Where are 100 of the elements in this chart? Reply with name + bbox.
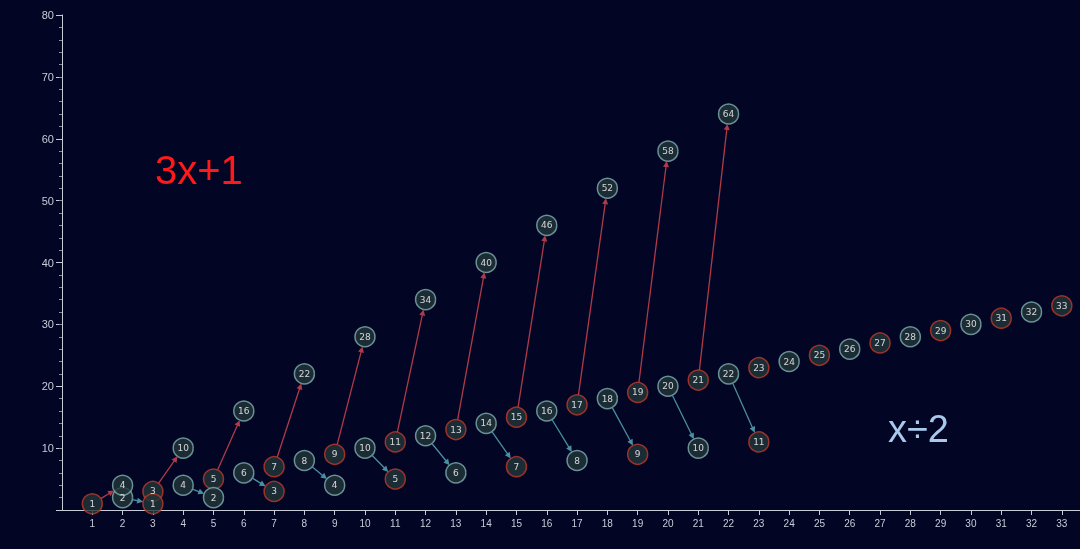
data-label: 6 <box>240 467 247 478</box>
data-label: 22 <box>298 368 311 379</box>
data-label: 13 <box>450 424 462 435</box>
annotation: x÷2 <box>888 408 949 450</box>
x-tick-label: 9 <box>331 517 338 529</box>
point <box>172 474 194 496</box>
data-label: 17 <box>571 399 583 410</box>
data-label: 4 <box>331 480 338 491</box>
data-label: 15 <box>510 412 523 423</box>
y-tick-label: 50 <box>41 194 54 207</box>
data-label: 24 <box>783 356 796 367</box>
point <box>263 480 285 503</box>
data-label: 8 <box>574 455 581 466</box>
data-label: 64 <box>722 109 735 119</box>
x-tick-label: 13 <box>450 517 462 529</box>
point <box>384 468 407 490</box>
point <box>263 455 285 478</box>
point <box>233 462 255 484</box>
data-label: 8 <box>301 455 308 466</box>
data-label: 20 <box>662 381 674 392</box>
y-tick-label: 30 <box>41 318 54 331</box>
data-label: 10 <box>177 443 190 454</box>
point <box>626 443 649 466</box>
x-tick-label: 17 <box>571 517 584 529</box>
x-tick-label: 2 <box>119 517 126 529</box>
data-label: 21 <box>692 375 704 386</box>
point <box>142 493 164 515</box>
x-tick-label: 5 <box>210 517 217 529</box>
data-label: 3 <box>150 486 156 497</box>
x-tick-label: 16 <box>541 517 553 529</box>
x-tick-label: 8 <box>301 517 308 529</box>
data-label: 1 <box>89 498 96 509</box>
y-tick-label: 20 <box>41 380 54 393</box>
x-tick-label: 15 <box>510 517 523 529</box>
x-tick-label: 29 <box>935 517 947 529</box>
point <box>566 449 588 472</box>
data-label: 12 <box>419 430 432 441</box>
data-label: 3 <box>271 486 277 497</box>
y-tick-label: 10 <box>41 442 54 455</box>
data-label: 4 <box>119 480 126 491</box>
data-label: 11 <box>753 436 765 447</box>
data-label: 25 <box>813 350 826 361</box>
data-label: 40 <box>480 257 493 268</box>
data-label: 7 <box>513 461 520 472</box>
x-tick-label: 24 <box>783 517 796 529</box>
data-label: 31 <box>995 313 1007 324</box>
data-label: 19 <box>631 387 644 398</box>
x-tick-label: 32 <box>1025 517 1038 529</box>
x-tick-label: 18 <box>601 517 614 529</box>
x-tick-label: 11 <box>390 517 401 529</box>
x-tick-label: 10 <box>359 517 371 529</box>
data-label: 6 <box>453 467 459 478</box>
data-label: 27 <box>874 337 886 348</box>
data-label: 34 <box>419 294 432 305</box>
x-tick-label: 6 <box>241 517 247 529</box>
x-tick-label: 22 <box>722 517 735 529</box>
x-tick-label: 31 <box>995 517 1008 529</box>
data-label: 5 <box>210 474 217 485</box>
data-label: 2 <box>119 492 126 503</box>
point <box>293 449 316 472</box>
data-label: 2 <box>210 492 217 503</box>
x-tick-label: 14 <box>480 517 493 529</box>
data-label: 7 <box>271 461 277 472</box>
x-tick-label: 25 <box>813 517 826 529</box>
data-label: 16 <box>238 406 250 416</box>
x-tick-label: 33 <box>1056 517 1068 529</box>
x-tick-label: 7 <box>271 517 278 529</box>
point <box>505 455 528 478</box>
data-label: 29 <box>934 325 947 336</box>
x-tick-label: 20 <box>662 517 674 529</box>
data-label: 28 <box>904 331 917 342</box>
data-label: 46 <box>541 220 553 231</box>
data-label: 30 <box>965 319 977 330</box>
y-tick-label: 80 <box>41 9 54 21</box>
point <box>111 474 134 496</box>
y-tick-label: 40 <box>41 256 54 269</box>
data-label: 1 <box>150 498 156 509</box>
x-tick-label: 12 <box>420 517 432 529</box>
x-tick-label: 3 <box>150 517 157 529</box>
data-label: 18 <box>601 393 614 404</box>
data-label: 14 <box>480 418 493 429</box>
data-label: 26 <box>844 344 856 355</box>
y-tick-label: 60 <box>41 132 54 145</box>
data-label: 28 <box>359 331 371 342</box>
point <box>81 493 104 515</box>
point <box>323 474 346 496</box>
x-tick-label: 21 <box>692 517 705 529</box>
annotation: 3x+1 <box>155 148 243 192</box>
x-tick-label: 27 <box>874 517 887 529</box>
data-label: 4 <box>180 480 187 491</box>
x-tick-label: 4 <box>180 517 187 529</box>
data-label: 11 <box>389 436 401 447</box>
data-label: 58 <box>662 146 674 157</box>
point <box>202 486 225 509</box>
data-label: 33 <box>1056 300 1068 311</box>
x-tick-label: 23 <box>753 517 765 529</box>
data-label: 23 <box>753 362 765 373</box>
y-tick-label: 70 <box>41 70 54 83</box>
data-label: 32 <box>1025 307 1038 317</box>
data-label: 22 <box>722 368 735 379</box>
